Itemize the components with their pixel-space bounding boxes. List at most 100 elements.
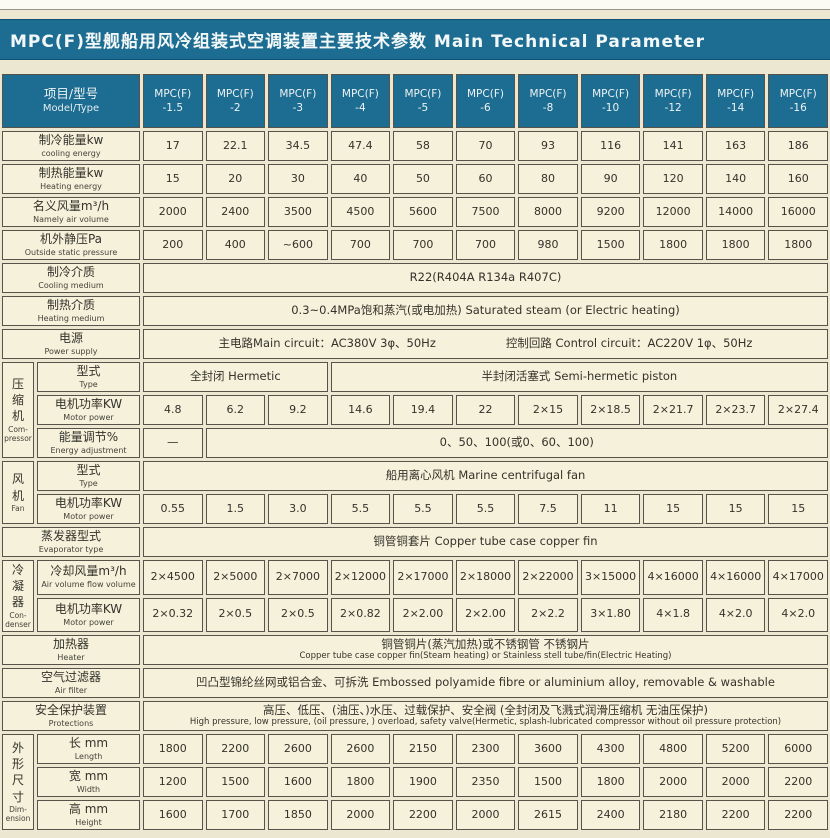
- row-label-en: Cooling medium: [38, 280, 104, 290]
- value-cell: 17: [143, 131, 203, 161]
- model-header-cell: MPC(F) -3: [268, 74, 328, 128]
- group-label-char: 机: [11, 488, 24, 503]
- value-cell: 4×2.0: [705, 597, 766, 633]
- model-prefix: MPC(F): [592, 87, 630, 100]
- row-label: 型式 Type: [37, 362, 140, 392]
- value-cell: 2×4500: [143, 560, 203, 595]
- model-prefix: MPC(F): [279, 87, 317, 100]
- model-suffix: -10: [602, 102, 620, 114]
- row-label-cn: 电机功率KW: [54, 496, 123, 510]
- value-cell: 7500: [455, 197, 516, 227]
- row-label-en: Evaporator type: [38, 544, 104, 554]
- value-cell: 1900: [393, 767, 453, 798]
- model-prefix: MPC(F): [154, 87, 192, 100]
- value-cell: 2400: [205, 197, 266, 227]
- value-cell: 30: [268, 164, 328, 194]
- row-label-cn: 蒸发器型式: [40, 529, 101, 543]
- value-cell: 2350: [455, 767, 516, 798]
- value-cell: 2000: [455, 800, 516, 831]
- value-cell: 3600: [518, 734, 578, 765]
- value-cell: 4×1.8: [643, 597, 703, 633]
- value-cell: 15: [643, 494, 703, 524]
- model-suffix: -2: [230, 102, 241, 114]
- value-cell: 47.4: [330, 131, 391, 161]
- model-header-cell: MPC(F) -2: [205, 74, 266, 128]
- value-cell: 2×0.32: [143, 597, 203, 633]
- value-cell: 50: [393, 164, 453, 194]
- row-label: 电机功率KW Motor power: [37, 395, 140, 425]
- row-label-en: Motor power: [63, 617, 114, 627]
- model-header-cell: MPC(F) -14: [705, 74, 766, 128]
- value-cell: 2×12000: [330, 560, 391, 595]
- row-label-en: Air volume flow volume: [41, 580, 136, 590]
- value-cell: 1700: [205, 800, 266, 831]
- value-cell: 15: [705, 494, 766, 524]
- model-suffix: -3: [292, 102, 304, 114]
- value-cell: 4×17000: [768, 560, 828, 595]
- row-label-en: Outside static pressure: [24, 247, 118, 257]
- row-label-cn: 名义风量m³/h: [32, 199, 110, 213]
- group-label: 外形尺寸 Dim-ension: [2, 734, 34, 831]
- row-label: 能量调节% Energy adjustment: [37, 428, 140, 458]
- value-cell: 700: [393, 230, 453, 260]
- value-cell: 2000: [705, 767, 766, 798]
- value-cell: 2600: [330, 734, 391, 765]
- value-cell: 60: [455, 164, 516, 194]
- value-cell: 3.0: [268, 494, 328, 524]
- row-label-en: Length: [74, 751, 103, 761]
- group-label-char: 器: [11, 595, 24, 610]
- value-cell: 160: [768, 164, 828, 194]
- value-cell: 1800: [643, 230, 703, 260]
- row-label-en: Namely air volume: [33, 214, 109, 224]
- value-cell: 2000: [330, 800, 391, 831]
- value-cell: 5200: [705, 734, 766, 765]
- value-cell: 0.55: [143, 494, 203, 524]
- value-cell: 1800: [580, 767, 641, 798]
- row-label-cn: 制冷介质: [46, 265, 95, 279]
- value-segment: 控制回路 Control circuit：AC220V 1φ、50Hz: [505, 336, 753, 351]
- value-cell: —: [143, 428, 203, 458]
- value-cell: 20: [205, 164, 266, 194]
- value-cell: 19.4: [393, 395, 453, 425]
- row-label-cn: 能量调节%: [58, 430, 119, 444]
- value-cell: 2×22000: [518, 560, 578, 595]
- row-label-en: Air filter: [54, 685, 88, 695]
- row-label: 机外静压Pa Outside static pressure: [2, 230, 140, 260]
- value-cell: ~600: [268, 230, 328, 260]
- row-label-en: Type: [79, 478, 98, 488]
- model-prefix: MPC(F): [467, 87, 504, 100]
- value-cell: 2×18000: [455, 560, 516, 595]
- group-label-char: 外: [11, 740, 24, 755]
- value-cell: 2×0.5: [268, 597, 328, 633]
- row-label: 电机功率KW Motor power: [37, 494, 140, 524]
- page-top-strip: [0, 0, 830, 10]
- group-label-en: Dim-: [9, 804, 27, 814]
- value-cell: 6.2: [205, 395, 266, 425]
- value-cell: 1500: [518, 767, 578, 798]
- value-cell: 4×16000: [705, 560, 766, 595]
- value-cell: 700: [330, 230, 391, 260]
- row-label-cn: 型式: [76, 463, 101, 477]
- model-suffix: -16: [789, 102, 807, 114]
- value-cell: 2×15: [518, 395, 578, 425]
- value-cell: 980: [518, 230, 578, 260]
- value-cell: 1500: [205, 767, 266, 798]
- group-label-char: 机: [11, 409, 24, 424]
- value-cell: 15: [768, 494, 828, 524]
- row-label: 制热能量kw Heating energy: [2, 164, 140, 194]
- value-cell: 3×1.80: [580, 597, 641, 633]
- row-label: 制冷介质 Cooling medium: [2, 263, 140, 293]
- row-label-en: Motor power: [63, 511, 114, 521]
- group-label-en: ension: [5, 814, 31, 824]
- value-cell: 40: [330, 164, 391, 194]
- row-label: 蒸发器型式 Evaporator type: [2, 527, 140, 557]
- value-cell: 船用离心风机 Marine centrifugal fan: [143, 461, 828, 491]
- row-label-en: cooling energy: [41, 148, 101, 158]
- value-cell: 90: [580, 164, 641, 194]
- model-header-cell: MPC(F) -8: [518, 74, 578, 128]
- group-label-en: Com-: [8, 424, 28, 434]
- model-prefix: MPC(F): [654, 87, 692, 100]
- value-cell: 93: [518, 131, 578, 161]
- row-label-en: Heating energy: [40, 181, 102, 191]
- value-cell: 2000: [643, 767, 703, 798]
